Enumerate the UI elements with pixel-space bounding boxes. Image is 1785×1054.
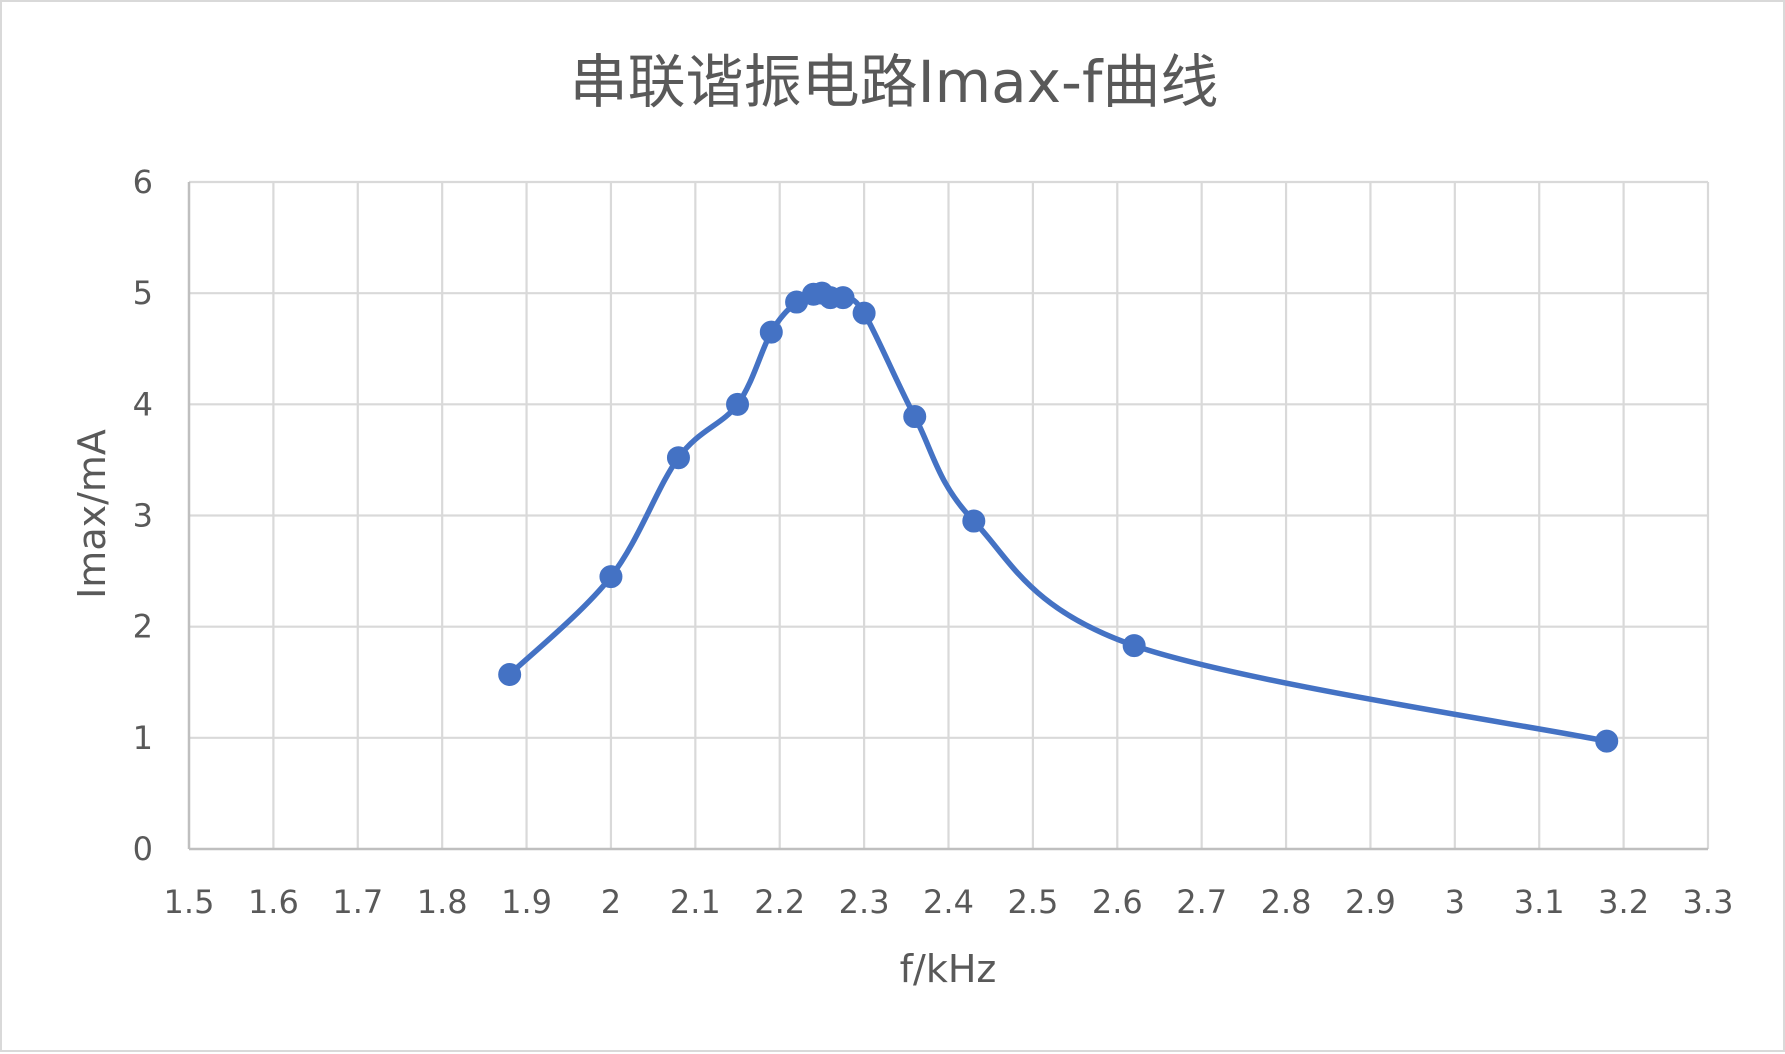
data-point [903,405,927,429]
x-tick-label: 1.6 [248,883,299,921]
y-tick-label: 5 [133,274,153,312]
data-point [1122,634,1146,658]
x-tick-label: 3 [1445,883,1465,921]
chart-title: 串联谐振电路Imax-f曲线 [570,48,1219,116]
x-tick-label: 2.2 [754,883,805,921]
x-tick-label: 1.9 [501,883,552,921]
series-line [506,290,1610,744]
data-point [759,320,783,344]
y-tick-label: 1 [133,719,153,757]
x-tick-label: 2 [601,883,621,921]
data-point [726,392,750,416]
x-tick-label: 2.1 [670,883,721,921]
x-tick-label: 3.1 [1514,883,1565,921]
axes [187,182,1708,851]
series-layer [498,281,1619,753]
x-tick-label: 2.6 [1092,883,1143,921]
y-tick-label: 2 [133,608,153,646]
data-point [831,286,855,310]
x-tick-label: 2.5 [1007,883,1058,921]
x-tick-label: 3.2 [1598,883,1649,921]
x-axis-title: f/kHz [900,947,997,991]
x-tick-label: 1.7 [332,883,383,921]
x-tick-label: 1.5 [164,883,215,921]
x-tick-label: 2.9 [1345,883,1396,921]
y-tick-label: 6 [133,163,153,201]
data-point [852,301,876,325]
y-tick-label: 4 [133,385,153,423]
x-tick-label: 2.7 [1176,883,1227,921]
y-tick-label: 0 [133,830,153,868]
data-point [1595,729,1619,753]
x-tick-label: 2.8 [1261,883,1312,921]
tick-labels: 1.5 1.6 1.7 1.8 1.9 2 2.1 2.2 2.3 2.4 2.5 2.6 2.7 2.8… [133,163,1734,921]
data-point [962,509,986,533]
x-tick-label: 3.3 [1683,883,1734,921]
data-point [599,565,623,589]
gridlines [189,180,1710,849]
data-point [498,662,522,686]
x-tick-label: 1.8 [417,883,468,921]
x-tick-label: 2.4 [923,883,974,921]
y-axis-title: Imax/mA [70,429,114,599]
y-tick-label: 3 [133,497,153,535]
x-tick-label: 2.3 [839,883,890,921]
data-point [666,446,690,470]
